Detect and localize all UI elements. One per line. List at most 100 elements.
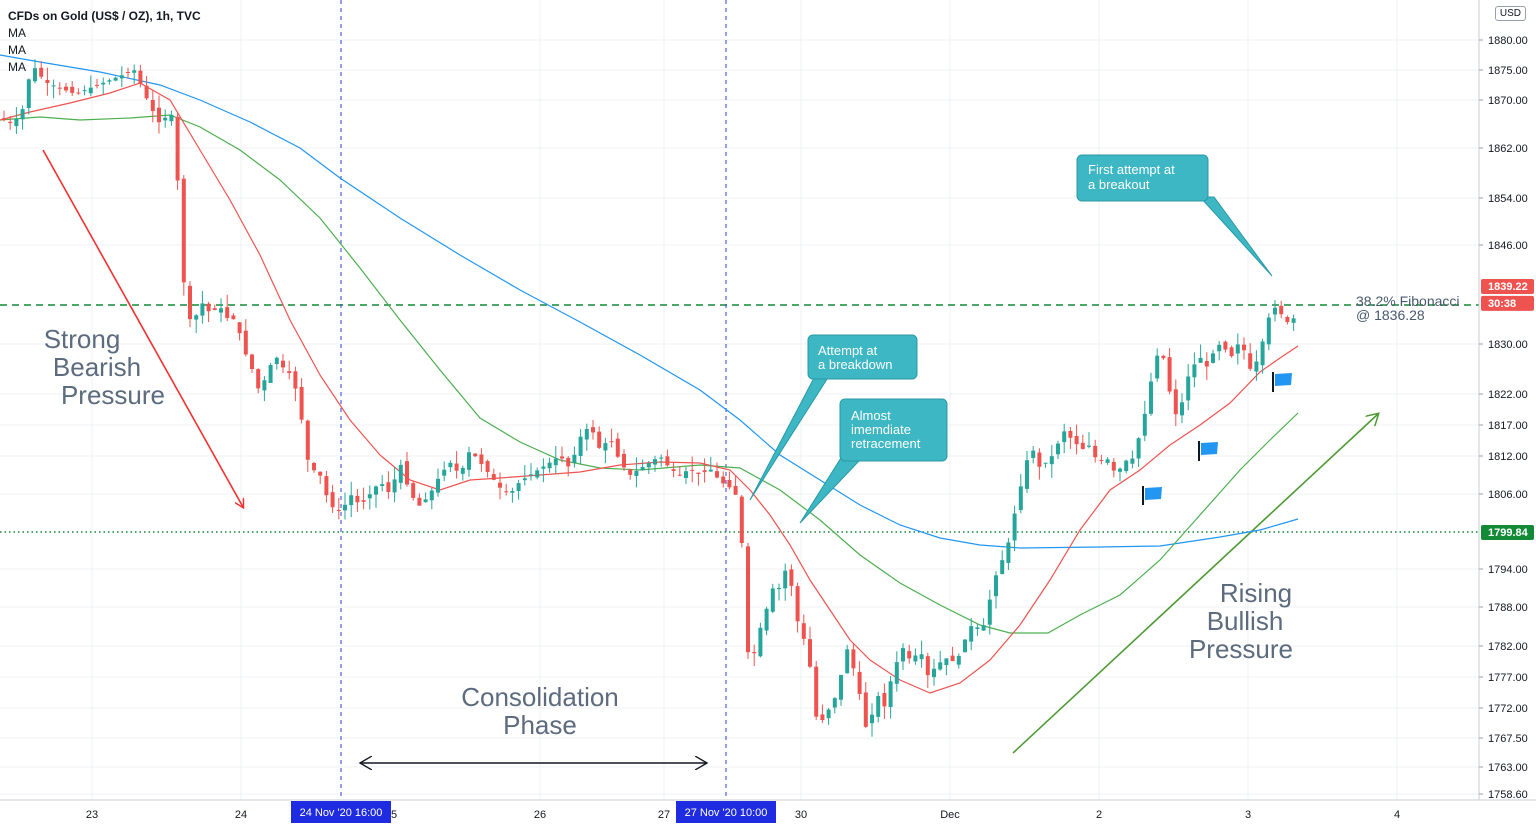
candle-body: [1291, 318, 1296, 323]
candle-body: [231, 315, 236, 320]
candle-body: [702, 470, 707, 473]
candle-body: [39, 67, 44, 77]
candle-body: [870, 714, 874, 724]
candle-body: [832, 698, 837, 708]
time-axis[interactable]: 23 24 26 27 30 Dec 2 3 45 24 Nov '20 16:00 27 Nov…: [0, 799, 1536, 826]
x-tick-label: 4: [1394, 809, 1400, 821]
flag-icon: [1272, 372, 1292, 392]
candle-body: [45, 79, 50, 83]
candle-body: [938, 662, 943, 670]
indicator-label-ma-3[interactable]: MA: [8, 60, 26, 74]
flag-icon: [1198, 441, 1218, 461]
rising-bullish-line-2: Bullish: [1207, 606, 1284, 636]
candle-body: [541, 466, 546, 469]
candle-body: [1124, 460, 1129, 472]
candle-body: [1105, 459, 1110, 463]
candle-body: [318, 471, 323, 476]
y-tick-label: 1870.00: [1488, 95, 1528, 107]
y-tick-label: 1782.00: [1488, 641, 1528, 653]
candle-body: [560, 456, 564, 459]
candle-body: [82, 90, 87, 92]
candle-body: [839, 674, 843, 700]
candle-body: [169, 114, 174, 122]
candle-body: [26, 79, 31, 108]
candle-body: [770, 588, 775, 612]
rising-bullish-line-3: Pressure: [1189, 634, 1293, 664]
indicator-label-ma-1[interactable]: MA: [8, 26, 26, 40]
y-tick-label: 1880.00: [1488, 35, 1528, 47]
indicator-label-ma-2[interactable]: MA: [8, 43, 26, 57]
candle-body: [677, 474, 682, 476]
candle-body: [510, 490, 515, 493]
candle-body: [132, 70, 137, 73]
flag-icon: [1142, 486, 1162, 505]
candle-body: [851, 649, 856, 669]
candle-body: [1248, 353, 1253, 369]
candle-body: [597, 431, 602, 448]
callout-breakdown-line-2: a breakdown: [818, 357, 892, 372]
y-tick-label: 1875.00: [1488, 65, 1528, 77]
y-tick-label: 1862.00: [1488, 143, 1528, 155]
candle-body: [1180, 402, 1184, 416]
candle-body: [411, 483, 416, 498]
candle-body: [715, 471, 719, 478]
candle-body: [950, 655, 955, 662]
candle-body: [987, 599, 992, 625]
chart-title: CFDs on Gold (US$ / OZ), 1h, TVC: [8, 9, 201, 23]
bullish-trend-arrow: [1012, 414, 1378, 754]
callout-retracement-line-1: Almost: [851, 408, 891, 423]
candle-body: [324, 476, 329, 496]
x-tick-label: 23: [86, 809, 98, 821]
callout-retracement: Almost imemdiate retracement: [799, 398, 948, 524]
candle-body: [925, 656, 930, 676]
rising-bullish-line-1: Rising: [1220, 578, 1292, 608]
candle-body: [529, 474, 533, 476]
candle-body: [355, 495, 360, 503]
candle-body: [1018, 486, 1023, 511]
candle-body: [1279, 305, 1284, 315]
ma-green-line: [0, 114, 1299, 634]
candle-body: [609, 441, 614, 443]
currency-badge[interactable]: USD: [1494, 6, 1526, 21]
candle-body: [1211, 353, 1215, 363]
candle-body: [467, 452, 471, 470]
candle-body: [504, 491, 509, 493]
callout-breakout-line-2: a breakout: [1088, 177, 1150, 192]
candle-body: [20, 109, 25, 120]
candlesticks: [2, 59, 1296, 737]
candle-body: [274, 357, 279, 365]
candle-body: [1204, 360, 1209, 367]
candle-body: [665, 456, 670, 466]
candle-body: [1093, 445, 1098, 458]
candle-body: [622, 453, 626, 468]
candle-body: [157, 107, 161, 123]
candle-body: [820, 714, 825, 720]
time-marker-label: 24 Nov '20 16:00: [300, 807, 383, 819]
candle-body: [181, 178, 186, 283]
candle-body: [212, 308, 217, 310]
candle-body: [330, 492, 335, 508]
candle-body: [237, 322, 242, 334]
candle-body: [801, 623, 806, 639]
price-axis[interactable]: 1758.60 1763.00 1767.50 1772.00 1777.00 1782.…: [1478, 0, 1536, 826]
candle-body: [188, 285, 192, 320]
candle-body: [460, 467, 465, 474]
candle-body: [1229, 347, 1234, 357]
candle-body: [305, 420, 310, 460]
candle-body: [653, 459, 657, 465]
candle-body: [1242, 344, 1246, 351]
candle-body: [615, 438, 620, 457]
candle-body: [994, 575, 998, 597]
chart-header: CFDs on Gold (US$ / OZ), 1h, TVC MA MA M…: [8, 8, 201, 76]
candle-body: [70, 86, 75, 93]
price-tag: 1799.84: [1481, 525, 1534, 540]
candle-body: [584, 428, 589, 440]
candle-body: [448, 462, 453, 468]
price-tag-label: 30:38: [1488, 298, 1516, 310]
candle-body: [57, 87, 62, 89]
candle-body: [752, 651, 757, 654]
candle-body: [479, 454, 484, 465]
candle-body: [516, 483, 521, 492]
consolidation-annotation: Consolidation Phase: [461, 682, 619, 740]
